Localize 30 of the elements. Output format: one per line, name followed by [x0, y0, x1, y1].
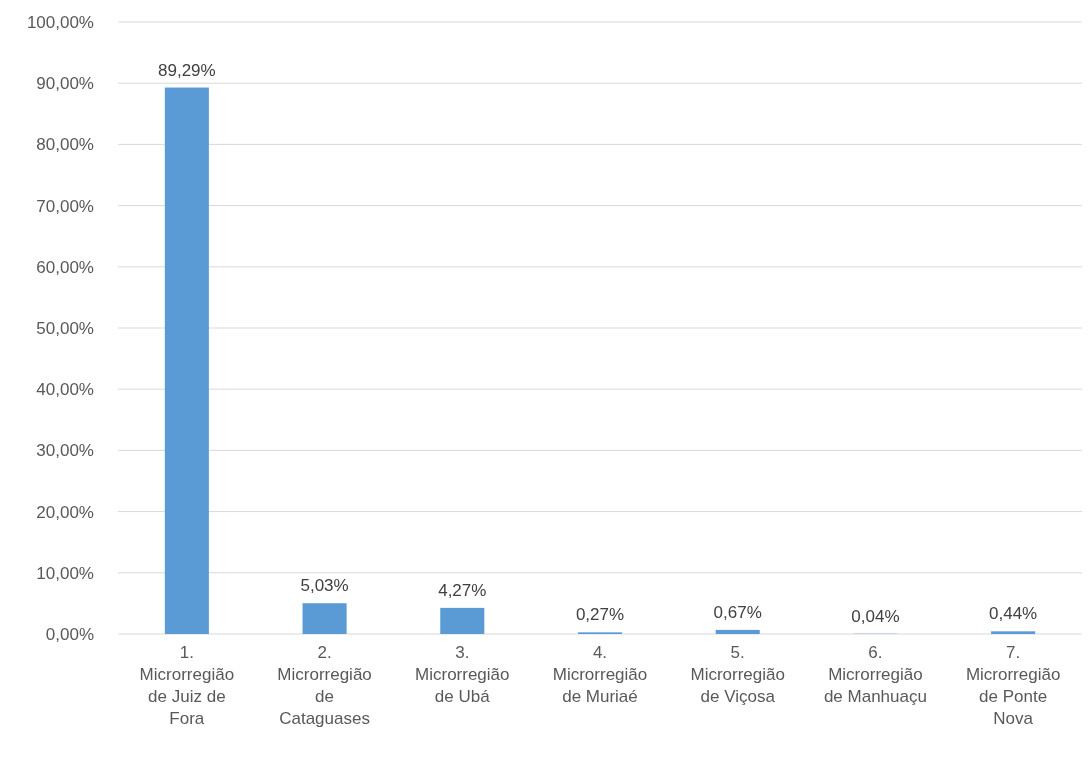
y-tick-label: 60,00% — [36, 257, 94, 277]
bar — [715, 629, 760, 634]
x-tick-label: 1. Microrregião de Juiz de Fora — [139, 643, 235, 728]
y-tick-label: 40,00% — [36, 380, 94, 400]
y-tick-label: 80,00% — [36, 135, 94, 155]
data-label: 4,27% — [438, 580, 487, 600]
x-tick-label: 2. Microrregião de Cataguases — [277, 643, 372, 728]
y-tick-label: 20,00% — [36, 502, 94, 522]
data-label: 0,44% — [989, 604, 1038, 624]
bar — [302, 603, 347, 634]
x-tick-label: 7. Microrregião de Ponte Nova — [965, 643, 1061, 728]
y-tick-label: 10,00% — [36, 563, 94, 583]
y-tick-label: 50,00% — [36, 318, 94, 338]
x-tick-label: 4. Microrregião de Muriaé — [552, 643, 648, 706]
bar — [164, 87, 209, 634]
data-label: 5,03% — [300, 576, 349, 596]
x-tick-label: 5. Microrregião de Viçosa — [690, 643, 785, 706]
data-label: 0,67% — [713, 602, 762, 622]
data-label: 89,29% — [158, 60, 216, 80]
data-label: 0,04% — [851, 606, 900, 626]
x-tick-label: 3. Microrregião de Ubá — [415, 643, 510, 706]
y-tick-label: 100,00% — [26, 12, 94, 32]
bar — [991, 631, 1036, 634]
y-tick-label: 0,00% — [45, 624, 94, 644]
bar — [440, 607, 485, 634]
y-tick-label: 90,00% — [36, 74, 94, 94]
data-label: 0,27% — [575, 605, 625, 625]
x-tick-label: 6. Microrregião de Manhuaçu — [823, 643, 927, 706]
y-tick-label: 70,00% — [36, 196, 94, 216]
y-tick-label: 30,00% — [36, 441, 94, 461]
